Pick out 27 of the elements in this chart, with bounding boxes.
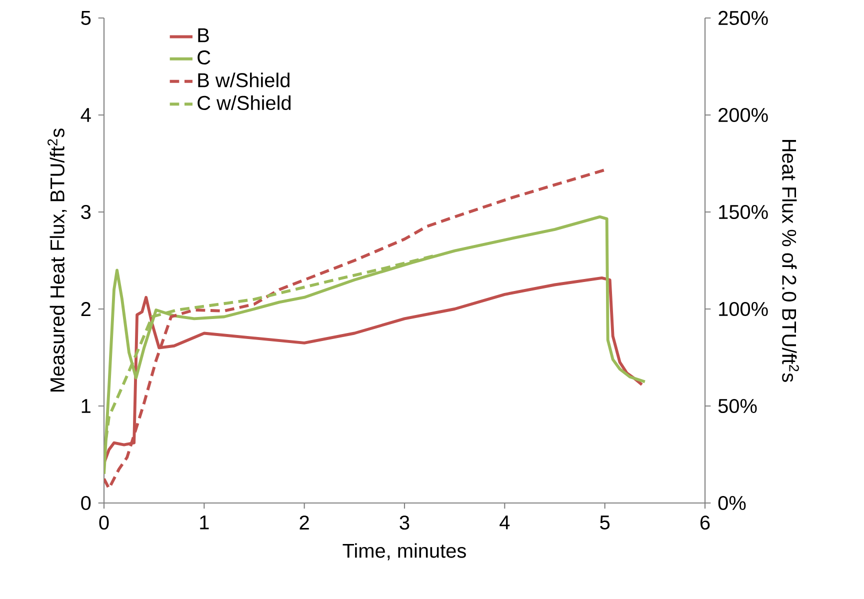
x-tick-label: 1 — [200, 516, 209, 530]
y-tick-label: 1 — [82, 399, 90, 413]
y-tick-label: 2 — [81, 302, 90, 316]
legend-label: C w/Shield — [198, 95, 291, 110]
x-tick-label: 4 — [500, 516, 510, 530]
y2-tick-label: 0% — [718, 496, 746, 510]
x-tick-label: 5 — [600, 516, 610, 530]
y-tick-label: 4 — [80, 108, 91, 122]
y2-tick-label: 200% — [718, 108, 768, 122]
legend-label: C — [198, 50, 210, 65]
y2-tick-label: 250% — [718, 10, 768, 26]
legend-label: B — [198, 28, 209, 42]
x-tick-label: 0 — [99, 516, 109, 530]
y2-axis-title: Heat Flux % of 2.0 BTU/ft$^{2}$s — [782, 140, 799, 382]
y-axis-title: Measured Heat Flux, BTU/ft$^{2}$s — [48, 128, 67, 392]
line-series — [104, 215, 646, 476]
y-tick-label: 3 — [81, 204, 91, 220]
y2-tick-label: 100% — [719, 302, 768, 316]
y2-tick-label: 50% — [718, 398, 757, 414]
x-tick-label: 6 — [700, 516, 710, 530]
x-axis-title: Time, minutes — [342, 543, 466, 560]
y-tick-label: 5 — [81, 11, 91, 25]
y2-tick-label: 150% — [719, 204, 768, 220]
x-tick-label: 2 — [300, 516, 309, 530]
y-tick-label: 0 — [81, 496, 91, 510]
x-tick-label: 3 — [400, 516, 410, 530]
legend-label: B w/Shield — [198, 72, 290, 88]
